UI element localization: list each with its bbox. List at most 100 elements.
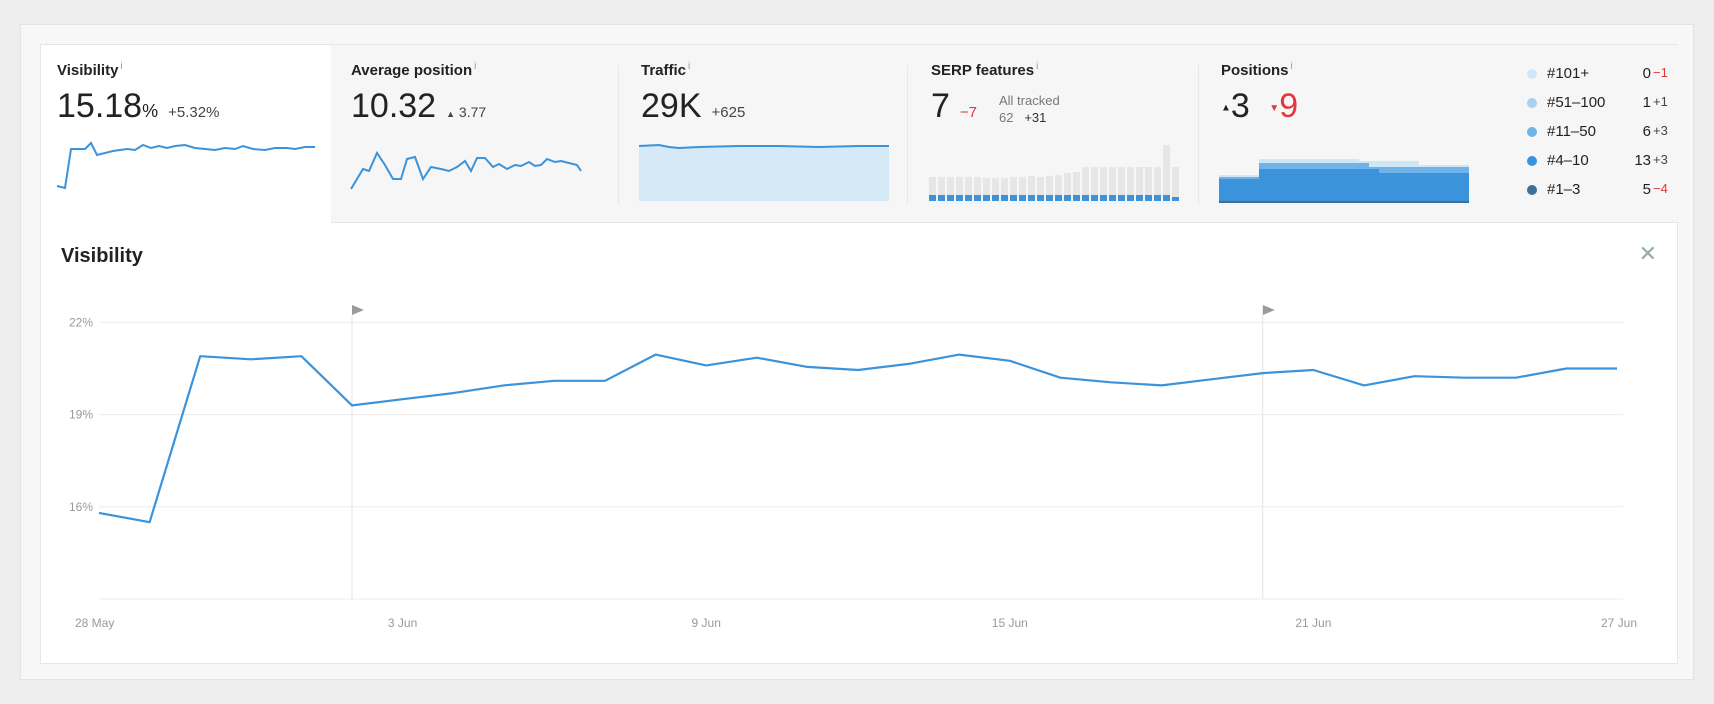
legend-dot-icon — [1527, 185, 1537, 195]
legend-item[interactable]: #11–50 6 +3 — [1527, 123, 1677, 152]
tab-title: SERP features i — [931, 61, 1039, 79]
data-point — [753, 354, 761, 362]
data-point — [247, 355, 255, 363]
tab-divider — [907, 65, 908, 205]
data-point — [652, 351, 660, 359]
legend-value: 1 — [1642, 94, 1651, 111]
visibility-series-line — [98, 353, 1617, 524]
up-arrow-icon: ▲ — [446, 109, 456, 119]
legend-item[interactable]: #1–3 5 −4 — [1527, 181, 1677, 210]
legend-dot-icon — [1527, 156, 1537, 166]
tab-title: Positions i — [1221, 61, 1293, 79]
info-icon[interactable]: i — [120, 61, 123, 72]
legend-item[interactable]: #101+ 0 −1 — [1527, 65, 1677, 94]
x-tick-label: 3 Jun — [388, 616, 417, 630]
tab-divider — [618, 65, 619, 205]
data-point — [905, 360, 913, 368]
positions-up: 3 — [1230, 87, 1250, 125]
data-point — [854, 366, 862, 374]
visibility-sparkline — [56, 141, 315, 190]
legend-change: −4 — [1653, 181, 1668, 196]
flag-icon — [1262, 305, 1275, 315]
data-point — [550, 377, 558, 385]
data-point — [955, 351, 963, 359]
data-point — [146, 518, 154, 526]
legend-value: 5 — [1642, 181, 1651, 198]
legend-dot-icon — [1527, 69, 1537, 79]
down-arrow-icon: ▼ — [1269, 102, 1280, 114]
traffic-area-chart — [639, 143, 889, 201]
data-point — [1107, 378, 1115, 386]
info-icon[interactable]: i — [1036, 61, 1039, 72]
serp-tracked-values: 62 +31 — [999, 110, 1047, 125]
flag-icon — [352, 305, 364, 315]
legend-item[interactable]: #51–100 1 +1 — [1527, 94, 1677, 123]
visibility-value: 15.18% +5.32% — [57, 87, 220, 125]
traffic-value: 29K +625 — [641, 87, 746, 125]
info-icon[interactable]: i — [688, 61, 691, 72]
legend-change: +1 — [1653, 94, 1668, 109]
info-icon[interactable]: i — [474, 61, 477, 72]
legend-value: 0 — [1642, 65, 1651, 82]
legend-change: +3 — [1653, 123, 1668, 138]
y-tick-label: 19% — [69, 408, 93, 422]
legend-label: #101+ — [1547, 65, 1590, 82]
legend-dot-icon — [1527, 127, 1537, 137]
data-point — [1512, 374, 1520, 382]
serp-value: 7 −7 — [931, 87, 978, 125]
data-point — [1006, 357, 1014, 365]
legend-dot-icon — [1527, 98, 1537, 108]
tab-title: Average position i — [351, 61, 477, 79]
traffic-delta: +625 — [711, 104, 746, 121]
data-point — [803, 363, 811, 371]
x-tick-label: 15 Jun — [992, 616, 1028, 630]
legend-change: −1 — [1653, 65, 1668, 80]
data-point — [601, 377, 609, 385]
legend-value: 13 — [1634, 152, 1651, 169]
data-point — [95, 509, 103, 517]
visibility-delta: +5.32% — [168, 104, 220, 121]
tab-average-position[interactable]: Average position i 10.32 ▲ 3.77 — [331, 45, 599, 223]
visibility-line-chart: 16% 19% 22% 28 May 3 Jun 9 Jun 15 Jun 21 Jun 27 … — [69, 305, 1637, 630]
data-point — [449, 389, 457, 397]
data-point — [1208, 375, 1216, 383]
tab-divider — [1198, 65, 1199, 205]
tab-positions[interactable]: Positions i ▲3 ▼9 — [1201, 45, 1679, 223]
data-point — [1360, 381, 1368, 389]
data-point — [1259, 369, 1267, 377]
tab-title: Traffic i — [641, 61, 691, 79]
data-point — [1562, 364, 1570, 372]
avg-position-value: 10.32 ▲ 3.77 — [351, 87, 487, 125]
tab-title: Visibility i — [57, 61, 123, 79]
positions-value: ▲3 ▼9 — [1221, 87, 1298, 126]
main-chart-title: Visibility — [61, 245, 143, 267]
y-tick-label: 16% — [69, 500, 93, 514]
data-point — [1411, 372, 1419, 380]
tab-visibility[interactable]: Visibility i 15.18% +5.32% — [41, 45, 331, 223]
legend-item[interactable]: #4–10 13 +3 — [1527, 152, 1677, 181]
legend-value: 6 — [1642, 123, 1651, 140]
y-tick-label: 22% — [69, 315, 93, 329]
data-point — [1056, 374, 1064, 382]
data-point — [1158, 381, 1166, 389]
legend-label: #4–10 — [1547, 152, 1589, 169]
legend-change: +3 — [1653, 152, 1668, 167]
positions-down: 9 — [1279, 87, 1299, 125]
data-point — [196, 352, 204, 360]
close-icon[interactable]: ✕ — [1638, 241, 1657, 266]
x-tick-label: 9 Jun — [692, 616, 721, 630]
tab-serp-features[interactable]: SERP features i 7 −7 All tracked 62 +31 — [911, 45, 1179, 223]
data-point — [1613, 364, 1621, 372]
data-point — [348, 401, 356, 409]
data-point — [1309, 366, 1317, 374]
legend-label: #1–3 — [1547, 181, 1581, 198]
metric-tabs: Visibility i 15.18% +5.32% Average positio… — [41, 45, 1679, 223]
avg-position-delta: 3.77 — [458, 104, 487, 120]
tab-traffic[interactable]: Traffic i 29K +625 — [621, 45, 889, 223]
positions-stacked-area — [1219, 159, 1469, 203]
info-icon[interactable]: i — [1290, 61, 1293, 72]
serp-all-tracked-label: All tracked — [999, 93, 1060, 108]
x-tick-label: 21 Jun — [1295, 616, 1331, 630]
x-tick-label: 28 May — [75, 616, 114, 630]
rank-tracker-panel: Visibility i 15.18% +5.32% Average positio… — [40, 44, 1679, 664]
